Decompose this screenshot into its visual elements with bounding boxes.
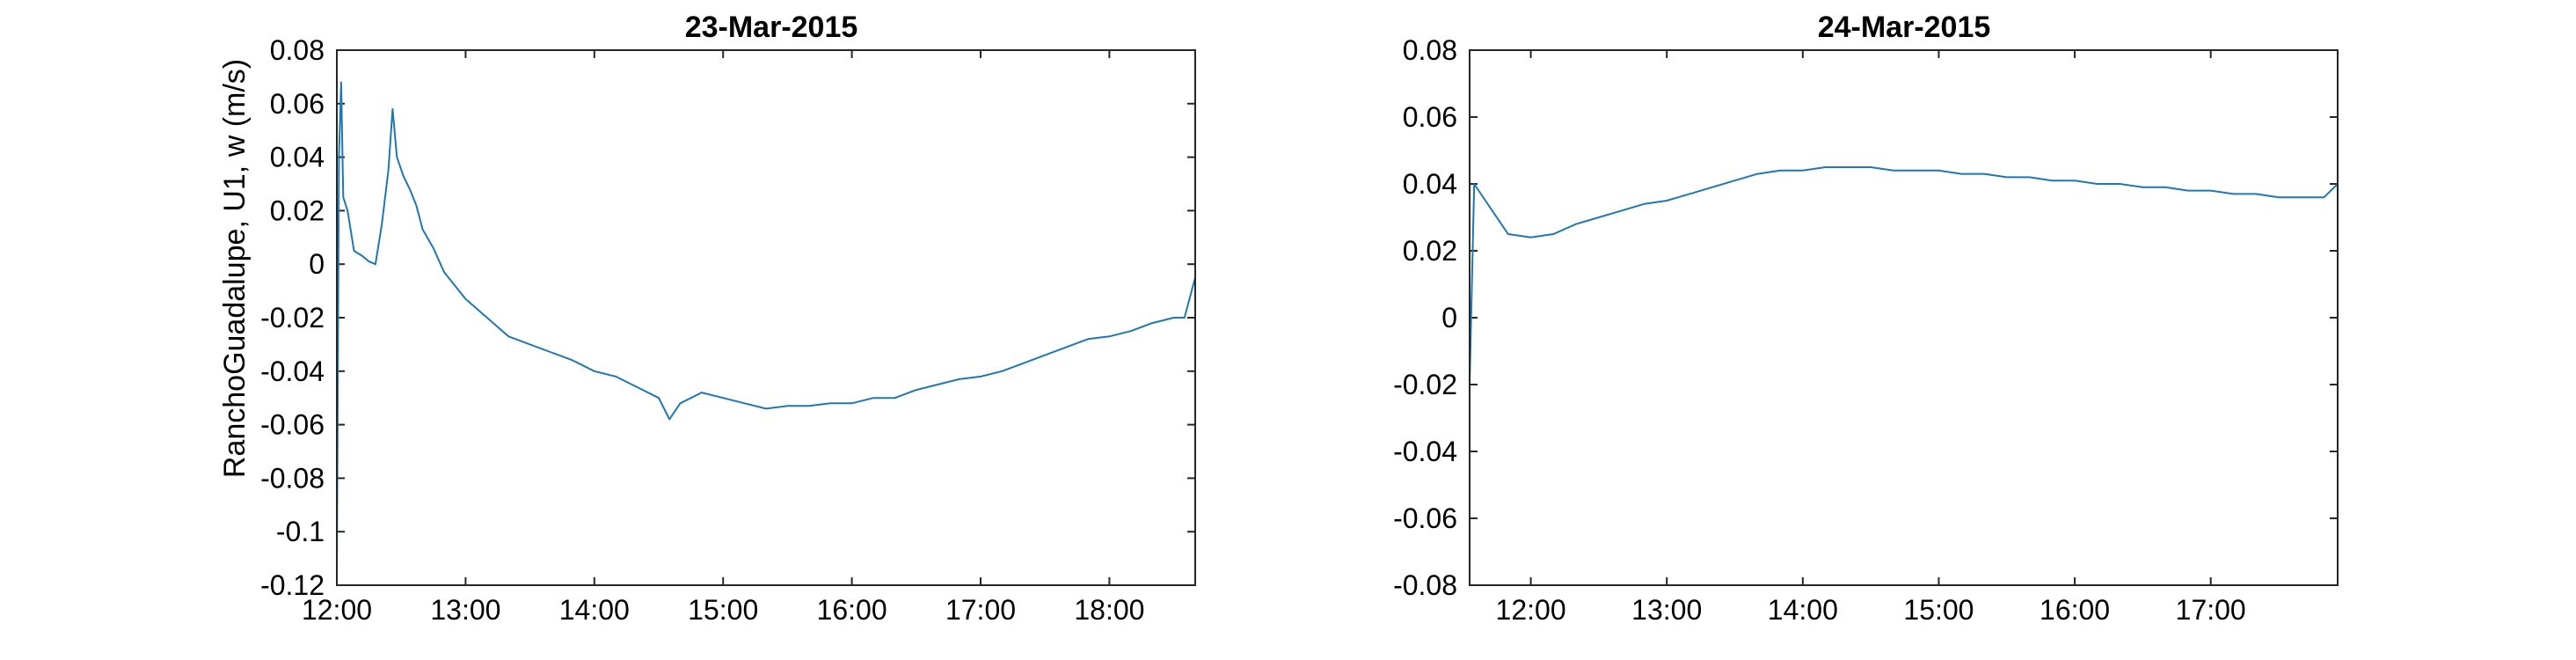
y-tick-label: 0.06 [270, 88, 325, 120]
chart-title: 24-Mar-2015 [1818, 11, 1991, 44]
y-tick-label: 0.08 [270, 34, 325, 66]
axis-ticks: 12:00 13:00 14:00 15:00 16:00 17:00 18:00 0.08 0… [260, 34, 1195, 626]
x-tick-label: 13:00 [430, 594, 500, 626]
x-tick-label: 15:00 [688, 594, 758, 626]
x-tick-label: 14:00 [1768, 594, 1838, 626]
chart-24-mar-2015: 24-Mar-2015 12:00 13:00 14:00 15:00 16:00 17:… [1393, 11, 2339, 626]
y-tick-label: 0.06 [1403, 101, 1457, 133]
y-axis-label: RanchoGuadalupe, U1, w (m/s) [218, 59, 252, 478]
y-tick-label: 0 [1441, 302, 1457, 334]
x-tick-label: 17:00 [945, 594, 1016, 626]
y-tick-label: 0.04 [270, 142, 325, 173]
chart-23-mar-2015: 23-Mar-2015 RanchoGuadalupe, U1, w (m/s)… [218, 11, 1196, 626]
y-tick-label: 0.04 [1403, 168, 1457, 200]
y-tick-label: 0 [309, 248, 325, 280]
x-tick-label: 14:00 [559, 594, 630, 626]
axis-ticks: 12:00 13:00 14:00 15:00 16:00 17:00 0.08 0.06 0.… [1393, 34, 2338, 626]
x-tick-label: 18:00 [1074, 594, 1144, 626]
x-tick-label: 12:00 [1496, 594, 1566, 626]
y-tick-label: 0.02 [270, 194, 325, 226]
y-tick-label: -0.08 [1393, 569, 1457, 601]
series-line-group [336, 81, 1196, 572]
axes-frame [1469, 49, 2339, 586]
chart-title: 23-Mar-2015 [685, 11, 858, 44]
y-tick-label: -0.06 [1393, 502, 1457, 534]
y-tick-label: -0.02 [260, 302, 325, 334]
y-tick-label: -0.1 [276, 516, 325, 547]
x-tick-label: 12:00 [302, 594, 372, 626]
series-line-group [1469, 166, 2339, 385]
x-tick-label: 15:00 [1903, 594, 1974, 626]
x-tick-label: 13:00 [1631, 594, 1702, 626]
x-tick-label: 16:00 [2040, 594, 2110, 626]
y-tick-label: -0.12 [260, 569, 325, 601]
y-tick-label: -0.04 [260, 356, 325, 387]
y-tick-label: -0.04 [1393, 436, 1457, 467]
series-line [1469, 166, 2339, 385]
y-tick-label: 0.08 [1403, 34, 1457, 66]
x-tick-label: 17:00 [2176, 594, 2246, 626]
series-line [336, 81, 1196, 572]
y-tick-label: -0.06 [260, 409, 325, 441]
y-tick-label: -0.08 [260, 462, 325, 494]
x-tick-label: 16:00 [817, 594, 887, 626]
axes-frame [336, 49, 1196, 586]
y-tick-label: 0.02 [1403, 235, 1457, 267]
y-tick-label: -0.02 [1393, 369, 1457, 400]
